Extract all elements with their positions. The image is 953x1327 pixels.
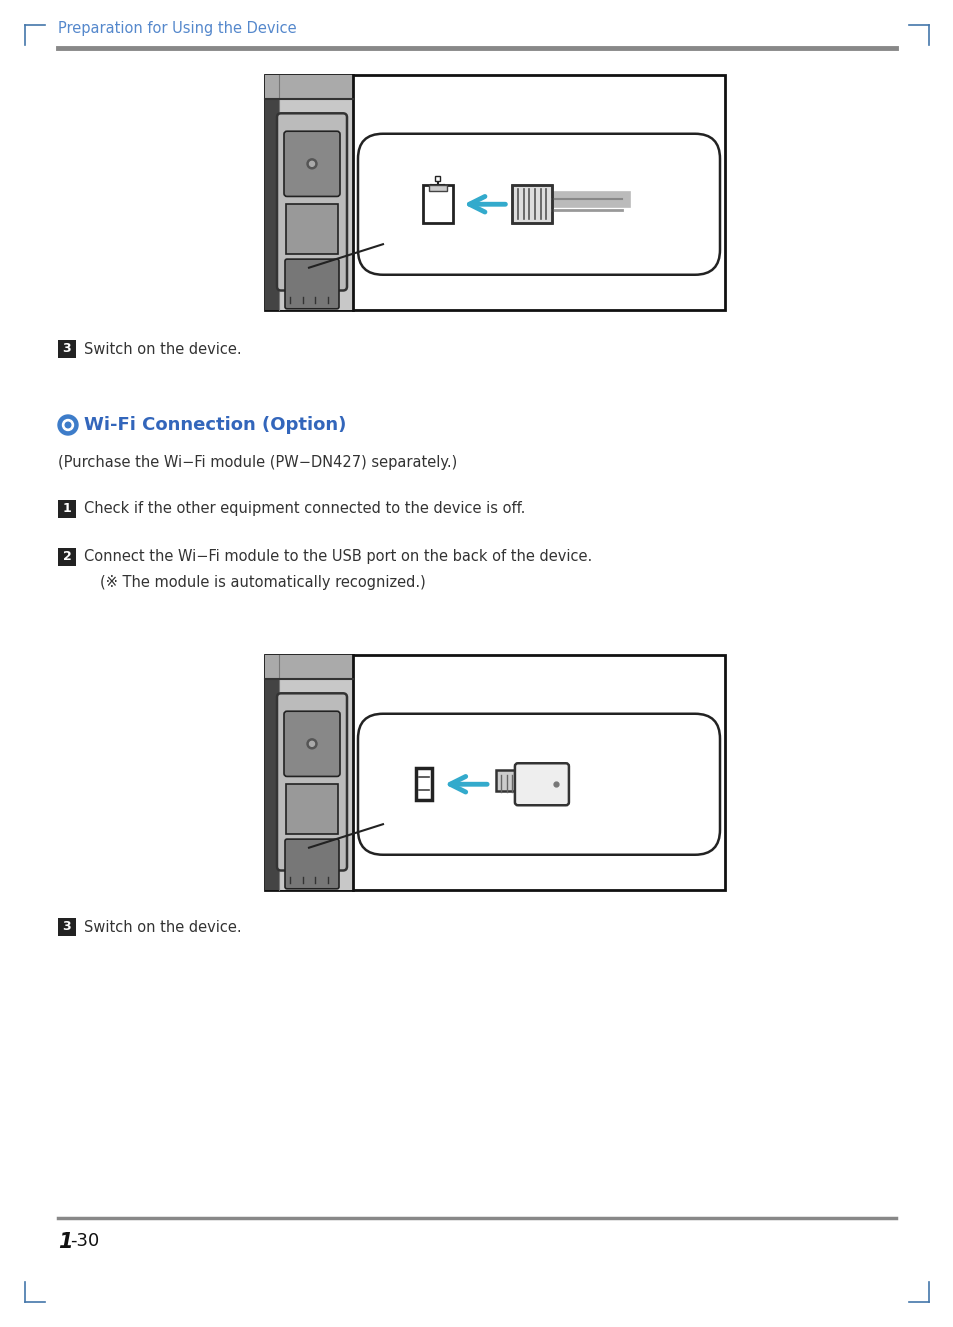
Text: Preparation for Using the Device: Preparation for Using the Device: [58, 21, 296, 36]
Bar: [265, 656, 353, 678]
Circle shape: [309, 162, 314, 166]
Bar: [265, 76, 353, 311]
Bar: [435, 176, 439, 182]
Circle shape: [65, 422, 71, 427]
FancyBboxPatch shape: [284, 711, 339, 776]
Text: 1: 1: [63, 503, 71, 515]
Text: Switch on the device.: Switch on the device.: [84, 920, 241, 934]
FancyBboxPatch shape: [284, 131, 339, 196]
Bar: [58, 500, 76, 518]
Text: (※ The module is automatically recognized.): (※ The module is automatically recognize…: [100, 575, 425, 591]
Text: 1: 1: [58, 1231, 72, 1251]
Text: 3: 3: [63, 342, 71, 356]
Bar: [416, 768, 432, 800]
Circle shape: [307, 159, 316, 169]
Text: Switch on the device.: Switch on the device.: [84, 341, 241, 357]
Bar: [58, 918, 76, 936]
Text: -30: -30: [70, 1231, 99, 1250]
FancyBboxPatch shape: [357, 134, 720, 275]
Text: 2: 2: [63, 551, 71, 564]
Text: Connect the Wi−Fi module to the USB port on the back of the device.: Connect the Wi−Fi module to the USB port…: [84, 549, 592, 564]
FancyBboxPatch shape: [286, 784, 337, 833]
Bar: [496, 770, 517, 791]
FancyBboxPatch shape: [357, 714, 720, 855]
Bar: [512, 186, 552, 223]
Bar: [58, 340, 76, 358]
Bar: [58, 548, 76, 567]
FancyBboxPatch shape: [285, 839, 338, 889]
Text: 3: 3: [63, 921, 71, 933]
FancyBboxPatch shape: [276, 113, 347, 291]
Bar: [265, 76, 278, 311]
Bar: [265, 656, 278, 890]
Bar: [429, 186, 447, 191]
FancyBboxPatch shape: [276, 693, 347, 871]
Text: Check if the other equipment connected to the device is off.: Check if the other equipment connected t…: [84, 502, 525, 516]
Bar: [265, 656, 353, 890]
FancyBboxPatch shape: [286, 204, 337, 253]
Bar: [512, 186, 552, 223]
Bar: [265, 76, 353, 98]
Bar: [265, 76, 724, 311]
FancyBboxPatch shape: [515, 763, 568, 805]
Bar: [265, 656, 724, 890]
FancyBboxPatch shape: [285, 259, 338, 309]
Bar: [441, 190, 446, 195]
Bar: [429, 190, 434, 195]
Circle shape: [58, 415, 78, 435]
Bar: [423, 186, 453, 223]
Text: Wi-Fi Connection (Option): Wi-Fi Connection (Option): [84, 415, 346, 434]
Circle shape: [63, 419, 73, 430]
Circle shape: [307, 739, 316, 748]
Circle shape: [309, 742, 314, 746]
Text: (Purchase the Wi−Fi module (PW−DN427) separately.): (Purchase the Wi−Fi module (PW−DN427) se…: [58, 455, 456, 470]
